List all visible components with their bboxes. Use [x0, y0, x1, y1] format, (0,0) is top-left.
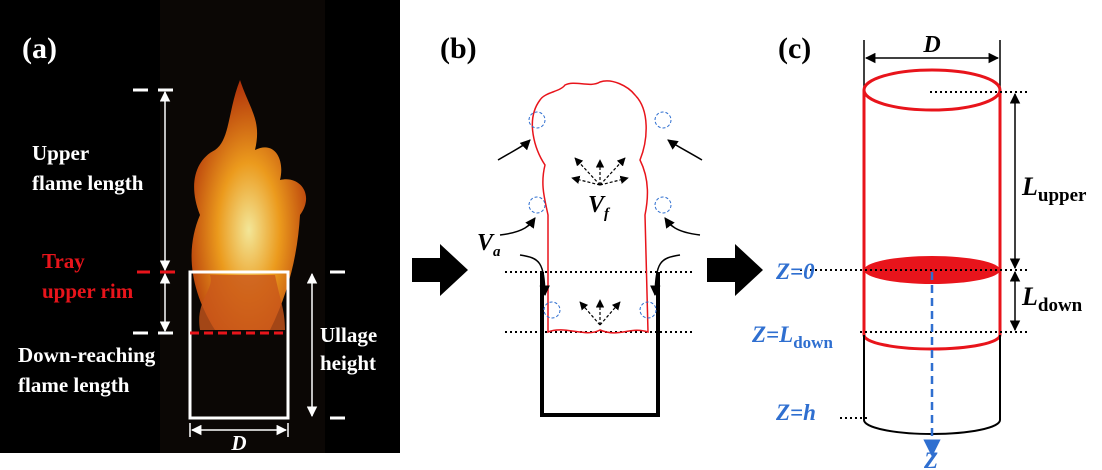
- block-arrow: [412, 244, 468, 296]
- text-part: f: [604, 206, 611, 222]
- text-part: upper: [1038, 185, 1087, 206]
- z-zero: Z=0: [775, 259, 815, 284]
- panel-label: (a): [22, 32, 57, 65]
- flame-sides: [862, 90, 1002, 335]
- text-part: a: [493, 244, 501, 260]
- flow-arrows: [497, 139, 703, 297]
- tray-sides: [863, 335, 1001, 420]
- panel-label: (b): [440, 32, 477, 65]
- text-part: height: [320, 351, 376, 375]
- text-part: flame length: [32, 171, 144, 195]
- block-arrow: [707, 244, 763, 296]
- air-velocity: Va: [477, 230, 501, 260]
- velocity-arrows: [571, 157, 629, 326]
- text-part: L: [1021, 282, 1038, 311]
- tray-outline: [188, 270, 290, 420]
- flame-bottom: [862, 334, 1002, 351]
- text-part: down: [793, 333, 833, 352]
- tray: [540, 272, 660, 417]
- flame-outline: [531, 80, 649, 334]
- dimension-arrows: [159, 90, 318, 437]
- text-part: V: [477, 230, 495, 256]
- flame: [191, 80, 307, 330]
- text-part: Tray: [42, 249, 85, 273]
- flame-velocity: Vf: [588, 192, 611, 222]
- down-length: Ldown: [1021, 282, 1083, 316]
- z-axis-label: Z: [923, 448, 938, 470]
- dimension-dashes: [133, 88, 345, 420]
- z-h: Z=h: [775, 400, 816, 425]
- tray-upper-rim: Tray upper rim: [42, 249, 134, 303]
- upper-flame-length: Upper flame length: [32, 141, 144, 195]
- text-part: flame length: [18, 373, 130, 397]
- diameter-dimension: [863, 40, 1001, 90]
- text-part: Down-reaching: [18, 343, 156, 367]
- diameter-label: D: [230, 431, 246, 455]
- ullage-height: Ullage height: [320, 323, 377, 375]
- text-part: Z=L: [751, 322, 793, 347]
- z-down: Z=Ldown: [751, 322, 833, 352]
- diameter-label: D: [922, 32, 940, 58]
- flame-top: [862, 68, 1002, 112]
- reference-lines: [800, 91, 1028, 419]
- reference-lines: [505, 271, 695, 333]
- text-part: V: [588, 192, 606, 218]
- upper-length: Lupper: [1021, 172, 1087, 206]
- text-part: Upper: [32, 141, 89, 165]
- text-part: L: [1021, 172, 1038, 201]
- flame-lower: [199, 275, 285, 330]
- panel-label: (c): [778, 32, 811, 65]
- down-reaching-length: Down-reaching flame length: [18, 343, 156, 397]
- text-part: down: [1038, 295, 1083, 316]
- text-part: upper rim: [42, 279, 134, 303]
- vortices: [528, 111, 672, 319]
- text-part: Ullage: [320, 323, 377, 347]
